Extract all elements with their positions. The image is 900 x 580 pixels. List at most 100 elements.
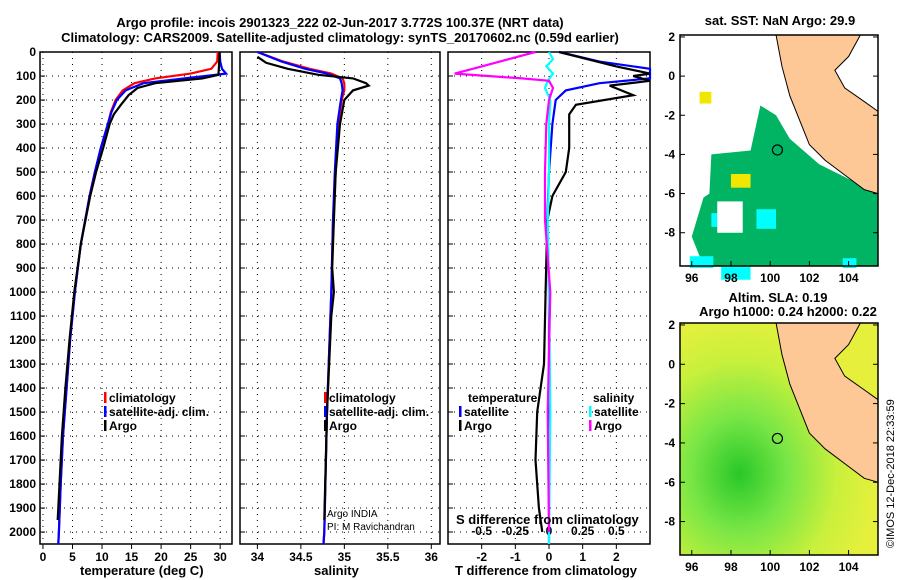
title-line-1: Argo profile: incois 2901323_222 02-Jun-…: [116, 15, 563, 30]
y-tick-label: 1000: [9, 285, 36, 299]
y-tick-label: 1900: [9, 501, 36, 515]
y-tick-label: 0: [29, 45, 36, 59]
s-tick-label: -0.25: [502, 524, 530, 538]
y-tick-label: 1700: [9, 453, 36, 467]
legend-swatch: [104, 406, 107, 417]
sla-map-title: Altim. SLA: 0.19: [729, 290, 828, 305]
series-line-t-satellite: [546, 50, 652, 544]
x-tick-label: 98: [724, 271, 738, 285]
plot-frame: [39, 51, 233, 545]
legend-title-temperature: temperature: [468, 391, 538, 405]
title-line-2: Climatology: CARS2009. Satellite-adjuste…: [61, 30, 619, 45]
y-tick-label: 1300: [9, 357, 36, 371]
s-diff-xlabel: S difference from climatology: [456, 512, 640, 527]
y-tick-label: 2: [668, 318, 675, 332]
x-tick-label: 36: [425, 550, 439, 564]
series-line-s-satellite: [543, 51, 555, 544]
x-tick-label: 104: [839, 560, 859, 574]
x-tick-label: 98: [724, 560, 738, 574]
y-tick-label: -4: [664, 147, 675, 161]
legend-swatch: [324, 420, 327, 431]
land-sumatra: [775, 322, 879, 483]
x-tick-label: 100: [760, 560, 780, 574]
x-tick-label: 104: [839, 271, 859, 285]
legend-swatch: [104, 420, 107, 431]
sst-cyan-cells: [721, 266, 751, 280]
s-tick-label: -0.5: [471, 524, 492, 538]
x-tick-label: 96: [685, 271, 699, 285]
map-frame: [679, 34, 879, 267]
sla-map: 96 98 100 102 104 2 0 -2 -4 -6 -8: [664, 318, 879, 574]
credit-text: ©IMOS 12-Dec-2018 22:33:59: [885, 399, 897, 548]
argo-india-annotation: Argo INDIA: [327, 509, 378, 520]
y-tick-label: 1400: [9, 381, 36, 395]
series-line-argo: [56, 51, 221, 521]
legend-swatch: [104, 392, 107, 403]
y-tick-label: 300: [16, 117, 36, 131]
y-tick-label: -4: [664, 436, 675, 450]
y-tick-label: 1200: [9, 333, 36, 347]
x-tick-label: 102: [799, 560, 819, 574]
plot-frame: [239, 51, 441, 545]
sst-cyan-cells: [842, 258, 857, 268]
legend-swatch: [459, 406, 462, 417]
series-line-satellite-adj-clim-: [57, 51, 229, 545]
salinity-xlabel: salinity: [314, 563, 360, 578]
series-line-t-argo: [534, 50, 651, 533]
sst-cyan-cells: [756, 209, 777, 229]
x-tick-label: 96: [685, 560, 699, 574]
sst-map: 96 98 100 102 104 2 0 -2 -4 -6 -8: [664, 30, 879, 285]
sst-cyan-cells: [689, 256, 714, 268]
x-tick-label: -2: [476, 550, 487, 564]
y-tick-label: -8: [664, 226, 675, 240]
series-line-climatology: [57, 51, 219, 545]
x-tick-label: 10: [95, 550, 109, 564]
x-tick-label: 0: [546, 550, 553, 564]
x-tick-label: -1: [510, 550, 521, 564]
legend-label: climatology: [109, 391, 176, 405]
legend-label: Argo: [464, 419, 492, 433]
x-tick-label: 0: [40, 550, 47, 564]
t-diff-xlabel: T difference from climatology: [455, 563, 638, 578]
map-frame: [679, 322, 879, 556]
sst-cyan-cells: [711, 213, 724, 227]
sla-map-subtitle: Argo h1000: 0.24 h2000: 0.22: [699, 304, 877, 319]
x-tick-label: 35.5: [376, 550, 400, 564]
x-tick-label: 100: [760, 271, 780, 285]
y-tick-label: -2: [664, 108, 675, 122]
sst-cells: [717, 201, 743, 233]
sst-cells: [699, 91, 712, 104]
x-tick-label: 30: [214, 550, 228, 564]
y-tick-label: 0: [668, 357, 675, 371]
s-tick-label: 0.5: [608, 524, 625, 538]
y-tick-label: -6: [664, 187, 675, 201]
x-tick-label: 102: [799, 271, 819, 285]
legend-swatch: [324, 406, 327, 417]
x-tick-label: 1: [579, 550, 586, 564]
legend-label: climatology: [329, 391, 396, 405]
land-sumatra: [775, 34, 879, 195]
argo-position-marker: [771, 144, 784, 156]
series-line-s-argo: [454, 50, 555, 533]
y-tick-label: 0: [668, 69, 675, 83]
legend-swatch: [459, 420, 462, 431]
y-tick-label: 800: [16, 237, 36, 251]
legend-swatch: [589, 406, 592, 417]
salinity-panel: 34 34.5 35 35.5 36 climatologysatellite-adj. …: [239, 50, 441, 564]
x-tick-label: 34.5: [289, 550, 313, 564]
y-tick-label: 1500: [9, 405, 36, 419]
y-tick-label: -6: [664, 475, 675, 489]
y-tick-label: 500: [16, 165, 36, 179]
y-tick-label: 1800: [9, 477, 36, 491]
x-tick-label: 2: [613, 550, 620, 564]
sst-map-title: sat. SST: NaN Argo: 29.9: [705, 13, 856, 28]
legend-title-salinity: salinity: [593, 391, 635, 405]
y-tick-label: 900: [16, 261, 36, 275]
legend-swatch: [589, 420, 592, 431]
series-line-satellite-adj-clim-: [256, 50, 344, 545]
y-tick-label: 400: [16, 141, 36, 155]
legend-label: satellite: [464, 405, 509, 419]
temperature-xlabel: temperature (deg C): [80, 563, 204, 578]
legend-label: Argo: [594, 419, 622, 433]
